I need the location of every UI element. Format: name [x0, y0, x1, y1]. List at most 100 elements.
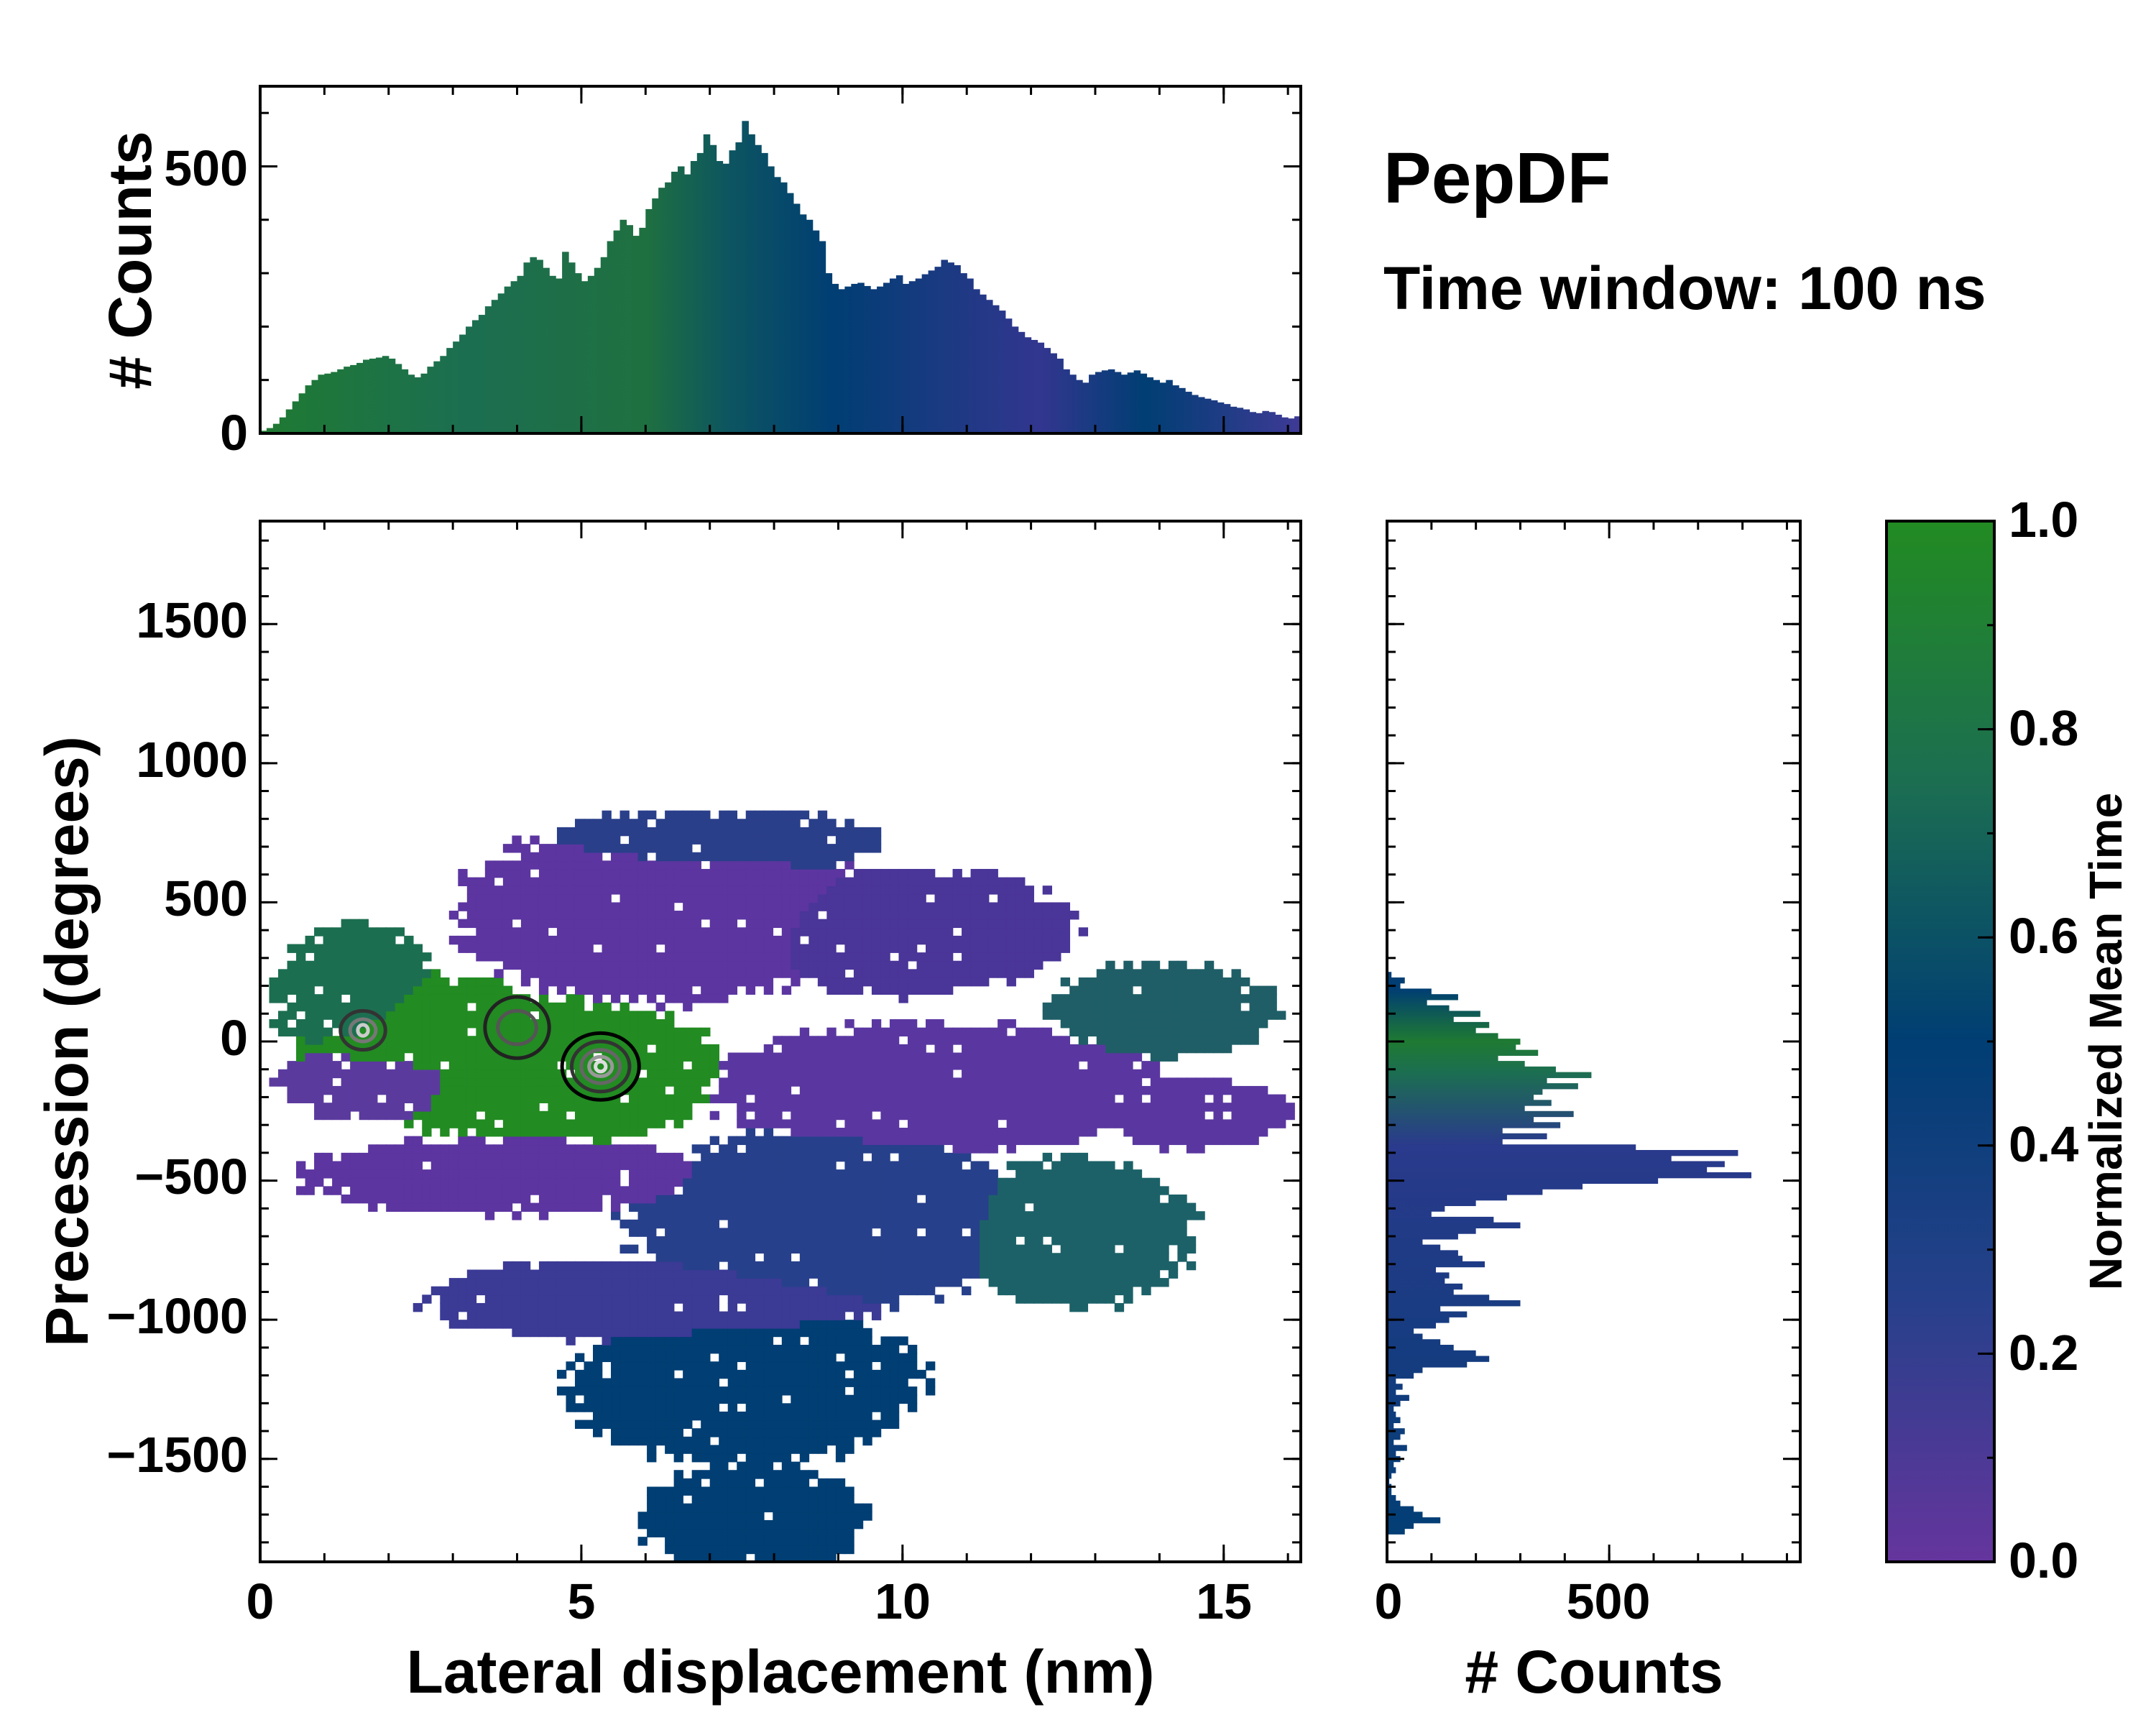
- heatmap-cell: [701, 835, 711, 845]
- heatmap-cell: [799, 952, 810, 962]
- heatmap-cell: [530, 1169, 540, 1179]
- heatmap-cell: [1033, 1186, 1044, 1195]
- heatmap-cell: [817, 835, 828, 845]
- heatmap-cell: [440, 1169, 450, 1179]
- heatmap-cell: [791, 835, 801, 845]
- heatmap-cell: [673, 969, 683, 978]
- heatmap-cell: [341, 935, 351, 945]
- heatmap-cell: [404, 1044, 414, 1054]
- heatmap-cell: [745, 1403, 756, 1412]
- heatmap-cell: [808, 1294, 819, 1304]
- heatmap-cell: [970, 1261, 980, 1271]
- heatmap-cell: [934, 1261, 944, 1271]
- heatmap-cell: [494, 860, 504, 870]
- heatmap-cell: [871, 1144, 882, 1154]
- heatmap-cell: [566, 935, 576, 945]
- heatmap-cell: [701, 1445, 711, 1454]
- heatmap-cell: [755, 1211, 765, 1220]
- heatmap-cell: [763, 877, 774, 886]
- heatmap-cell: [1060, 1219, 1071, 1229]
- heatmap-cell: [323, 1186, 333, 1195]
- heatmap-cell: [665, 1386, 675, 1396]
- heatmap-cell: [305, 935, 315, 945]
- heatmap-cell: [826, 1486, 837, 1496]
- heatmap-cell: [593, 1411, 603, 1421]
- heatmap-cell: [898, 1085, 908, 1095]
- heatmap-cell: [835, 1294, 846, 1304]
- heatmap-cell: [791, 1136, 801, 1146]
- heatmap-cell: [970, 935, 980, 945]
- top-histogram-bar: [1076, 380, 1083, 433]
- heatmap-cell: [458, 1161, 468, 1170]
- heatmap-cell: [520, 1103, 531, 1112]
- heatmap-cell: [566, 1278, 576, 1287]
- heatmap-cell: [691, 1369, 701, 1379]
- heatmap-cell: [952, 1094, 962, 1103]
- heatmap-cell: [719, 1345, 729, 1354]
- heatmap-cell: [844, 819, 854, 828]
- heatmap-cell: [368, 935, 378, 945]
- heatmap-cell: [574, 960, 585, 970]
- heatmap-cell: [341, 1161, 351, 1170]
- heatmap-cell: [1069, 1211, 1079, 1220]
- heatmap-cell: [502, 985, 513, 995]
- heatmap-cell: [1015, 902, 1026, 911]
- heatmap-cell: [629, 902, 639, 911]
- heatmap-cell: [637, 1177, 648, 1187]
- heatmap-cell: [494, 919, 504, 929]
- heatmap-cell: [647, 886, 657, 895]
- heatmap-cell: [602, 844, 612, 853]
- heatmap-cell: [538, 1119, 549, 1128]
- heatmap-cell: [655, 1069, 665, 1079]
- heatmap-cell: [611, 1103, 621, 1112]
- heatmap-cell: [619, 1103, 630, 1112]
- heatmap-cell: [853, 1236, 864, 1246]
- heatmap-cell: [1033, 952, 1044, 962]
- heatmap-cell: [430, 1011, 441, 1020]
- heatmap-cell: [701, 1261, 711, 1271]
- heatmap-cell: [655, 1236, 665, 1246]
- heatmap-cell: [574, 1353, 585, 1363]
- heatmap-cell: [593, 1011, 603, 1020]
- heatmap-cell: [773, 1085, 783, 1095]
- heatmap-cell: [1078, 1161, 1089, 1170]
- heatmap-cell: [368, 1202, 378, 1212]
- heatmap-cell: [691, 1077, 701, 1087]
- heatmap-cell: [593, 877, 603, 886]
- heatmap-cell: [647, 1411, 657, 1421]
- heatmap-cell: [520, 911, 531, 920]
- heatmap-cell: [512, 1161, 522, 1170]
- heatmap-cell: [484, 1294, 495, 1304]
- heatmap-cell: [871, 1136, 882, 1146]
- heatmap-cell: [530, 1202, 540, 1212]
- heatmap-cell: [556, 1036, 567, 1045]
- top-histogram-bar: [908, 281, 916, 433]
- heatmap-cell: [755, 1461, 765, 1471]
- heatmap-cell: [898, 1077, 908, 1087]
- heatmap-cell: [637, 1386, 648, 1396]
- heatmap-cell: [781, 1503, 792, 1513]
- heatmap-cell: [593, 1194, 603, 1204]
- heatmap-cell: [1051, 1110, 1061, 1121]
- heatmap-cell: [1096, 1069, 1107, 1079]
- chart-title: PepDF: [1383, 138, 1611, 218]
- top-histogram-bar: [420, 373, 428, 433]
- heatmap-cell: [395, 969, 405, 978]
- heatmap-cell: [413, 952, 423, 962]
- heatmap-cell: [1015, 1177, 1026, 1187]
- heatmap-cell: [619, 902, 630, 911]
- heatmap-cell: [944, 1161, 954, 1170]
- heatmap-cell: [926, 1194, 936, 1204]
- heatmap-cell: [566, 1286, 576, 1296]
- heatmap-cell: [1015, 1128, 1026, 1137]
- heatmap-cell: [566, 1336, 576, 1346]
- heatmap-cell: [952, 1194, 962, 1204]
- heatmap-cell: [430, 1002, 441, 1012]
- heatmap-cell: [980, 1211, 990, 1220]
- heatmap-cell: [476, 1278, 486, 1287]
- heatmap-cell: [305, 1177, 315, 1187]
- heatmap-cell: [871, 1177, 882, 1187]
- heatmap-cell: [1078, 1119, 1089, 1128]
- heatmap-cell: [1060, 1002, 1071, 1012]
- heatmap-cell: [1096, 1169, 1107, 1179]
